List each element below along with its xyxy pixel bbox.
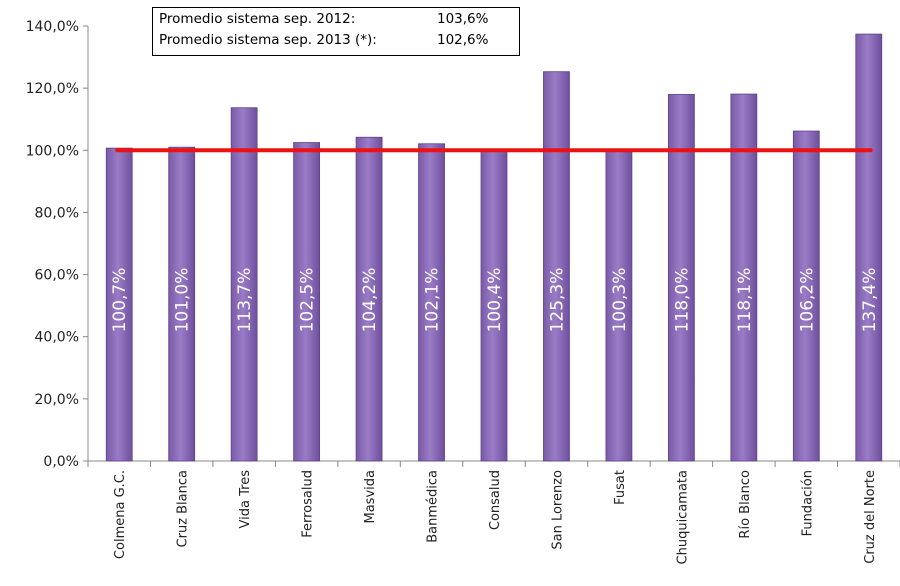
category-label: Fundación: [800, 470, 815, 536]
category-label: Banmédica: [426, 470, 441, 543]
bar: [293, 142, 321, 462]
bar: [792, 130, 820, 462]
bar: [168, 146, 196, 462]
annotation-value-2013: 102,6%: [437, 32, 489, 48]
bar: [855, 33, 883, 462]
bar: [355, 136, 383, 462]
category-label: Cruz del Norte: [863, 470, 878, 564]
data-label: 102,5%: [298, 268, 318, 333]
data-label: 100,7%: [110, 268, 130, 333]
category-label: Chuquicamata: [675, 470, 690, 564]
data-label: 137,4%: [860, 268, 880, 333]
data-label: 101,0%: [173, 268, 193, 333]
category-label: Masvida: [363, 470, 378, 523]
category-label: Río Blanco: [738, 470, 753, 539]
category-label: Cruz Blanca: [176, 470, 191, 547]
data-label: 100,4%: [485, 268, 505, 333]
bar: [605, 148, 633, 462]
data-label: 106,2%: [797, 268, 817, 333]
bar-series: 100,7% Colmena G.C. 101,0% Cruz Blanca 113,7…: [105, 33, 883, 564]
y-tick-label: 100,0%: [26, 143, 79, 159]
annotation-label-2013: Promedio sistema sep. 2013 (*):: [159, 32, 377, 48]
data-label: 113,7%: [235, 268, 255, 333]
bar: [543, 71, 570, 462]
bar: [667, 93, 695, 462]
annotation-label-2012: Promedio sistema sep. 2012:: [159, 11, 356, 27]
y-axis: 0,0% 20,0% 40,0% 60,0% 80,0% 100,0% 120,0% 140,…: [26, 19, 89, 470]
data-label: 118,0%: [672, 268, 692, 333]
data-label: 104,2%: [360, 268, 380, 333]
category-label: Consalud: [488, 470, 503, 530]
bar: [105, 147, 133, 462]
data-label: 125,3%: [547, 268, 567, 333]
y-tick-label: 60,0%: [35, 268, 79, 284]
y-tick-label: 140,0%: [26, 19, 79, 35]
y-tick-label: 40,0%: [35, 330, 79, 346]
y-tick-label: 20,0%: [35, 392, 79, 408]
category-label: Vida Tres: [238, 470, 253, 529]
x-axis: [87, 460, 900, 467]
bar: [480, 148, 508, 462]
category-label: San Lorenzo: [550, 470, 565, 550]
bar: [418, 143, 445, 462]
annotation-value-2012: 103,6%: [437, 11, 489, 27]
data-label: 102,1%: [423, 268, 443, 333]
average-annotation-box: Promedio sistema sep. 2012: 103,6% Prome…: [152, 7, 520, 56]
y-tick-label: 0,0%: [43, 454, 79, 470]
y-tick-label: 120,0%: [26, 81, 79, 97]
data-label: 118,1%: [735, 268, 755, 333]
y-tick-label: 80,0%: [35, 205, 79, 221]
bar: [730, 93, 758, 462]
category-label: Ferrosalud: [301, 470, 316, 538]
bar: [230, 107, 258, 462]
category-label: Fusat: [613, 470, 628, 505]
category-label: Colmena G.C.: [113, 470, 128, 559]
data-label: 100,3%: [610, 268, 630, 333]
